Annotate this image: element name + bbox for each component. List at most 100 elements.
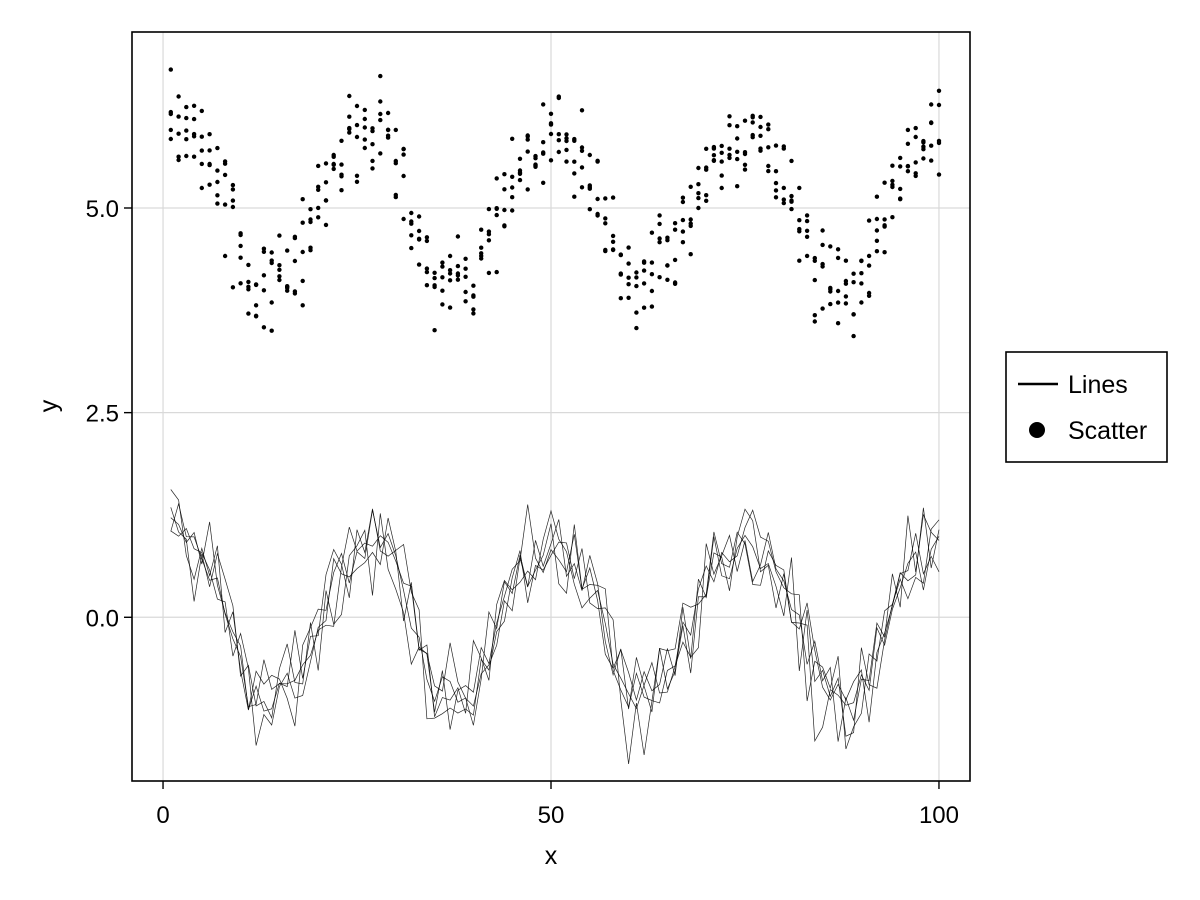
scatter-point	[804, 228, 810, 233]
scatter-point	[688, 217, 693, 222]
scatter-point	[665, 238, 670, 243]
scatter-point	[828, 287, 833, 292]
scatter-point	[261, 273, 267, 278]
scatter-point	[238, 281, 243, 286]
scatter-point	[447, 271, 453, 276]
scatter-point	[665, 277, 670, 282]
scatter-point	[851, 271, 856, 276]
scatter-point	[866, 263, 872, 268]
scatter-point	[440, 302, 445, 307]
scatter-point	[409, 210, 414, 216]
scatter-point	[680, 199, 686, 205]
scatter-point	[641, 305, 647, 310]
scatter-point	[649, 272, 655, 277]
scatter-point	[672, 257, 678, 263]
scatter-point	[463, 299, 468, 304]
scatter-point	[548, 121, 554, 126]
scatter-point	[719, 173, 724, 178]
scatter-point	[502, 207, 507, 213]
scatter-point	[626, 295, 631, 300]
scatter-point	[261, 246, 267, 251]
scatter-point	[199, 108, 204, 114]
scatter-point	[758, 146, 763, 151]
scatter-point	[626, 275, 631, 280]
scatter-point	[354, 179, 360, 184]
scatter-point	[711, 153, 717, 158]
scatter-point	[727, 155, 732, 161]
scatter-point	[804, 253, 810, 259]
scatter-point	[199, 148, 204, 153]
scatter-point	[579, 108, 585, 113]
scatter-point	[921, 147, 926, 152]
scatter-point	[579, 165, 585, 170]
scatter-point	[238, 255, 243, 260]
scatter-point	[820, 228, 825, 233]
scatter-point	[696, 165, 701, 171]
scatter-point	[502, 172, 507, 177]
scatter-point	[510, 195, 515, 200]
scatter-point	[463, 266, 468, 271]
scatter-point	[525, 187, 530, 192]
scatter-point	[797, 185, 802, 191]
scatter-point	[261, 325, 267, 330]
scatter-point	[626, 245, 631, 250]
scatter-point	[572, 171, 577, 176]
scatter-point	[766, 168, 771, 174]
scatter-point	[269, 300, 274, 305]
scatter-point	[820, 264, 825, 269]
scatter-point	[471, 283, 476, 288]
scatter-point	[735, 149, 740, 154]
scatter-point	[657, 213, 662, 218]
scatter-point	[921, 138, 926, 144]
scatter-point	[432, 270, 437, 275]
scatter-point	[828, 301, 833, 307]
scatter-point	[634, 325, 639, 331]
scatter-point	[517, 156, 523, 161]
scatter-point	[440, 260, 445, 265]
scatter-point	[502, 187, 507, 192]
scatter-point	[424, 269, 430, 275]
scatter-point	[649, 288, 655, 294]
scatter-point	[401, 216, 406, 222]
scatter-point	[913, 173, 918, 179]
scatter-point	[207, 148, 212, 153]
scatter-point	[874, 249, 880, 254]
scatter-point	[719, 143, 724, 149]
scatter-point	[362, 137, 367, 142]
scatter-point	[230, 285, 236, 290]
scatter-point	[634, 270, 639, 275]
scatter-point	[222, 202, 228, 207]
legend-label-scatter: Scatter	[1068, 417, 1147, 445]
scatter-point	[618, 296, 623, 301]
legend-label-lines: Lines	[1068, 371, 1128, 399]
scatter-point	[424, 235, 430, 240]
scatter-point	[781, 185, 786, 191]
scatter-point	[603, 216, 608, 221]
scatter-point	[401, 146, 406, 152]
scatter-point	[541, 102, 546, 107]
scatter-point	[222, 172, 228, 178]
scatter-point	[168, 127, 173, 133]
scatter-point	[432, 275, 437, 281]
scatter-point	[758, 133, 763, 138]
scatter-point	[688, 223, 693, 229]
scatter-point	[711, 158, 717, 163]
scatter-point	[253, 313, 259, 318]
scatter-point	[378, 151, 383, 156]
scatter-point	[424, 266, 430, 271]
scatter-point	[378, 111, 383, 117]
y-tick-label: 5.0	[86, 196, 119, 223]
scatter-point	[610, 233, 616, 239]
scatter-point	[510, 136, 515, 141]
scatter-point	[766, 122, 771, 127]
scatter-point	[742, 162, 748, 167]
scatter-point	[463, 289, 468, 295]
scatter-point	[657, 236, 662, 241]
scatter-point	[820, 242, 825, 248]
scatter-point	[432, 328, 437, 333]
scatter-point	[828, 244, 833, 249]
scatter-point	[316, 187, 321, 192]
scatter-point	[719, 150, 724, 155]
scatter-point	[595, 196, 600, 202]
scatter-point	[215, 179, 220, 185]
